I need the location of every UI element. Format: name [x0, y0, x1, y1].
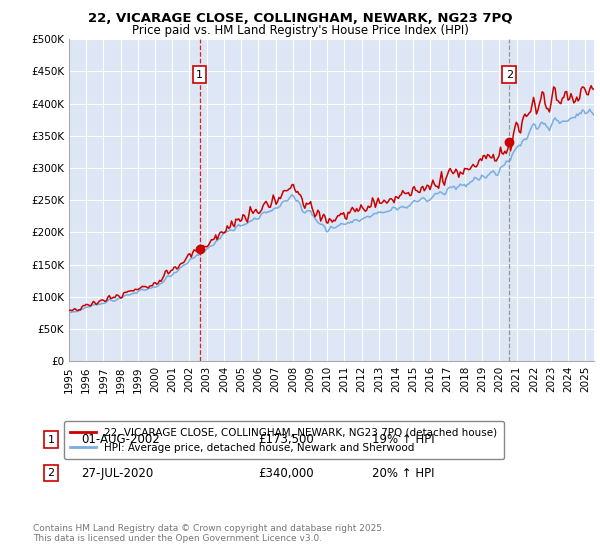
Text: 1: 1 [196, 69, 203, 80]
Text: Contains HM Land Registry data © Crown copyright and database right 2025.
This d: Contains HM Land Registry data © Crown c… [33, 524, 385, 543]
Text: 27-JUL-2020: 27-JUL-2020 [81, 466, 153, 480]
Text: 20% ↑ HPI: 20% ↑ HPI [372, 466, 434, 480]
Legend: 22, VICARAGE CLOSE, COLLINGHAM, NEWARK, NG23 7PQ (detached house), HPI: Average : 22, VICARAGE CLOSE, COLLINGHAM, NEWARK, … [64, 421, 504, 459]
Text: Price paid vs. HM Land Registry's House Price Index (HPI): Price paid vs. HM Land Registry's House … [131, 24, 469, 36]
Text: 2: 2 [506, 69, 513, 80]
Text: £173,500: £173,500 [258, 433, 314, 446]
Text: 2: 2 [47, 468, 55, 478]
Text: 19% ↑ HPI: 19% ↑ HPI [372, 433, 434, 446]
Text: £340,000: £340,000 [258, 466, 314, 480]
Text: 22, VICARAGE CLOSE, COLLINGHAM, NEWARK, NG23 7PQ: 22, VICARAGE CLOSE, COLLINGHAM, NEWARK, … [88, 12, 512, 25]
Text: 01-AUG-2002: 01-AUG-2002 [81, 433, 160, 446]
Text: 1: 1 [47, 435, 55, 445]
